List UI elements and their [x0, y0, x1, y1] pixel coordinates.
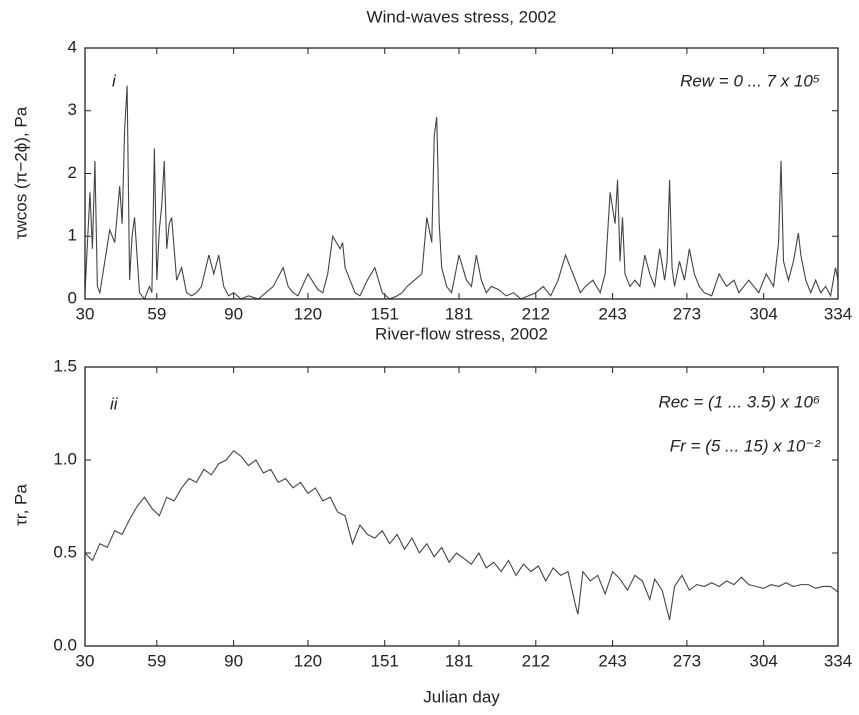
- x-tick-label: 212: [522, 304, 550, 323]
- y-tick-label: 3: [68, 100, 77, 119]
- x-tick-label: 304: [750, 651, 778, 670]
- x-tick-label: 243: [598, 651, 626, 670]
- panel-title: Wind-waves stress, 2002: [367, 7, 557, 26]
- data-line: [84, 85, 839, 301]
- y-tick-label: 0.5: [53, 542, 77, 561]
- x-tick-label: 304: [750, 304, 778, 323]
- annotation: Rec = (1 ... 3.5) x 10⁶: [658, 392, 820, 411]
- y-tick-label: 0: [68, 288, 77, 307]
- y-axis-label: τr, Pa: [11, 484, 30, 526]
- y-tick-label: 4: [68, 37, 77, 56]
- plot-frame: [84, 366, 839, 647]
- x-tick-label: 120: [294, 304, 322, 323]
- x-tick-label: 90: [224, 651, 243, 670]
- annotation: Fr = (5 ... 15) x 10⁻²: [670, 436, 822, 455]
- x-tick-label: 212: [522, 651, 550, 670]
- annotation: Rew = 0 ... 7 x 10⁵: [680, 71, 820, 90]
- panel-title: River-flow stress, 2002: [375, 324, 548, 343]
- y-tick-label: 1: [68, 226, 77, 245]
- x-tick-label: 181: [445, 304, 473, 323]
- x-axis-label: Julian day: [423, 687, 500, 706]
- x-tick-label: 151: [371, 651, 399, 670]
- x-tick-label: 30: [76, 651, 95, 670]
- y-axis-label: τwcos (π−2ϕ), Pa: [11, 106, 30, 239]
- x-tick-label: 120: [294, 651, 322, 670]
- x-tick-label: 151: [371, 304, 399, 323]
- y-tick-label: 1.0: [53, 449, 77, 468]
- x-tick-label: 334: [824, 651, 852, 670]
- annotation: i: [112, 71, 117, 90]
- x-tick-label: 59: [147, 651, 166, 670]
- x-tick-label: 30: [76, 304, 95, 323]
- plot-frame: [84, 47, 839, 300]
- y-tick-label: 1.5: [53, 356, 77, 375]
- y-tick-label: 2: [68, 163, 77, 182]
- x-tick-label: 59: [147, 304, 166, 323]
- x-tick-label: 181: [445, 651, 473, 670]
- annotation: ii: [110, 394, 119, 413]
- x-tick-label: 273: [673, 651, 701, 670]
- x-tick-label: 334: [824, 304, 852, 323]
- x-tick-label: 273: [673, 304, 701, 323]
- data-line: [84, 449, 839, 621]
- x-tick-label: 243: [598, 304, 626, 323]
- y-tick-label: 0.0: [53, 635, 77, 654]
- x-tick-label: 90: [224, 304, 243, 323]
